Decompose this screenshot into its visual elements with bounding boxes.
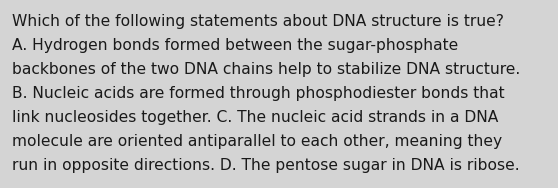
Text: molecule are oriented antiparallel to each other, meaning they: molecule are oriented antiparallel to ea… bbox=[12, 134, 502, 149]
Text: B. Nucleic acids are formed through phosphodiester bonds that: B. Nucleic acids are formed through phos… bbox=[12, 86, 504, 101]
Text: run in opposite directions. D. The pentose sugar in DNA is ribose.: run in opposite directions. D. The pento… bbox=[12, 158, 519, 173]
Text: Which of the following statements about DNA structure is true?: Which of the following statements about … bbox=[12, 14, 504, 29]
Text: link nucleosides together. C. The nucleic acid strands in a DNA: link nucleosides together. C. The nuclei… bbox=[12, 110, 498, 125]
Text: A. Hydrogen bonds formed between the sugar-phosphate: A. Hydrogen bonds formed between the sug… bbox=[12, 38, 458, 53]
Text: backbones of the two DNA chains help to stabilize DNA structure.: backbones of the two DNA chains help to … bbox=[12, 62, 520, 77]
